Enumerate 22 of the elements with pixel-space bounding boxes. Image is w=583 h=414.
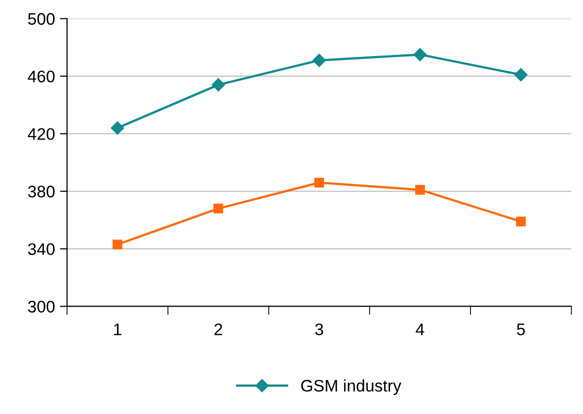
point (212, 78, 225, 92)
x-tick-label: 1 (114, 324, 122, 336)
legend-label: GSM industry (301, 379, 402, 395)
point (314, 178, 324, 188)
y-tick-label: 420 (28, 128, 55, 140)
x-tick-label: 4 (416, 324, 424, 336)
point (213, 204, 224, 214)
x-tick-label: 3 (315, 323, 324, 336)
y-tick-label: 340 (28, 243, 55, 256)
point (110, 121, 124, 135)
point (516, 216, 526, 226)
point (514, 68, 528, 82)
x-tick-label: 2 (214, 323, 222, 336)
point (413, 48, 427, 62)
y-tick-label: 380 (28, 186, 55, 198)
point (415, 184, 425, 195)
y-tick-label: 460 (28, 70, 55, 82)
y-tick-label: 500 (28, 13, 55, 25)
point (312, 54, 326, 67)
x-tick-label: 5 (516, 324, 525, 336)
y-tick-label: 300 (28, 300, 55, 313)
point (112, 240, 122, 250)
